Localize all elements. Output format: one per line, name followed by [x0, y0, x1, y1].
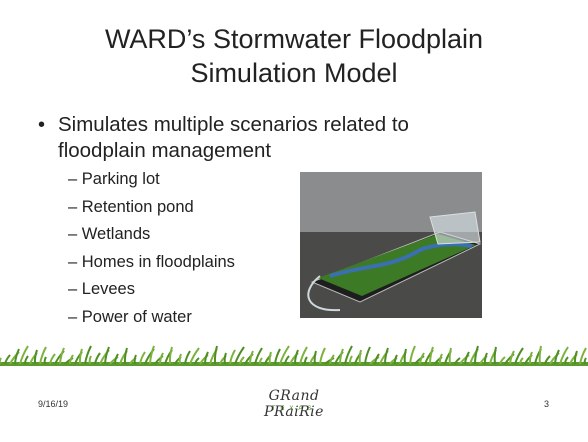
- grass-blade: [215, 346, 217, 364]
- model-photo: [300, 172, 482, 318]
- sub-bullet: Parking lot: [68, 166, 235, 194]
- sub-bullet: Retention pond: [68, 194, 235, 222]
- bullet-marker: •: [38, 112, 45, 138]
- grass-strip: [0, 340, 588, 376]
- grass-blade: [540, 346, 541, 364]
- grass-blade: [385, 348, 388, 364]
- grass-blade: [515, 348, 523, 364]
- sub-bullet: Power of water: [68, 304, 235, 332]
- grass-blade: [295, 350, 298, 364]
- grass-blade: [20, 346, 28, 364]
- grass-blade: [495, 347, 496, 364]
- grass-blade: [475, 346, 478, 364]
- grass-blade: [405, 349, 406, 364]
- sub-bullet: Levees: [68, 276, 235, 304]
- grass-blade: [190, 348, 199, 364]
- sub-bullet: Homes in floodplains: [68, 249, 235, 277]
- page-number: 3: [544, 399, 549, 409]
- grass-blade: [235, 347, 244, 364]
- grass-blade: [35, 350, 37, 364]
- grass-blade: [275, 349, 280, 364]
- grass-blade: [320, 348, 325, 364]
- grass-blade: [280, 346, 289, 364]
- model-tank: [430, 212, 480, 244]
- grass-blade: [360, 350, 361, 364]
- grass-blade: [340, 349, 343, 364]
- grass-blade: [105, 347, 109, 364]
- grass-blade: [125, 348, 127, 364]
- grass-blade: [150, 346, 154, 364]
- grass-blade: [450, 348, 451, 364]
- grass-blade: [430, 347, 433, 364]
- grass-blade: [365, 347, 370, 364]
- sub-bullet: Wetlands: [68, 221, 235, 249]
- slide-title: WARD’s Stormwater Floodplain Simulation …: [60, 22, 528, 90]
- grass-blade: [230, 350, 235, 364]
- grass-blade: [60, 348, 64, 364]
- footer-logo-sub: TEXAS: [244, 406, 344, 412]
- slide: WARD’s Stormwater Floodplain Simulation …: [0, 0, 588, 442]
- grass-blade: [15, 349, 19, 364]
- bullet-text: Simulates multiple scenarios related to …: [58, 112, 498, 164]
- grass-blades: [0, 346, 586, 364]
- grass-blade: [410, 346, 415, 364]
- footer-logo: GRand PRaiRie: [244, 388, 344, 420]
- grass-blade: [560, 347, 568, 364]
- grass-blade: [170, 347, 172, 364]
- sub-bullet-list: Parking lotRetention pondWetlandsHomes i…: [68, 166, 235, 332]
- footer-date: 9/16/19: [38, 399, 68, 409]
- grass-blade: [555, 350, 559, 364]
- grass-blade: [80, 349, 82, 364]
